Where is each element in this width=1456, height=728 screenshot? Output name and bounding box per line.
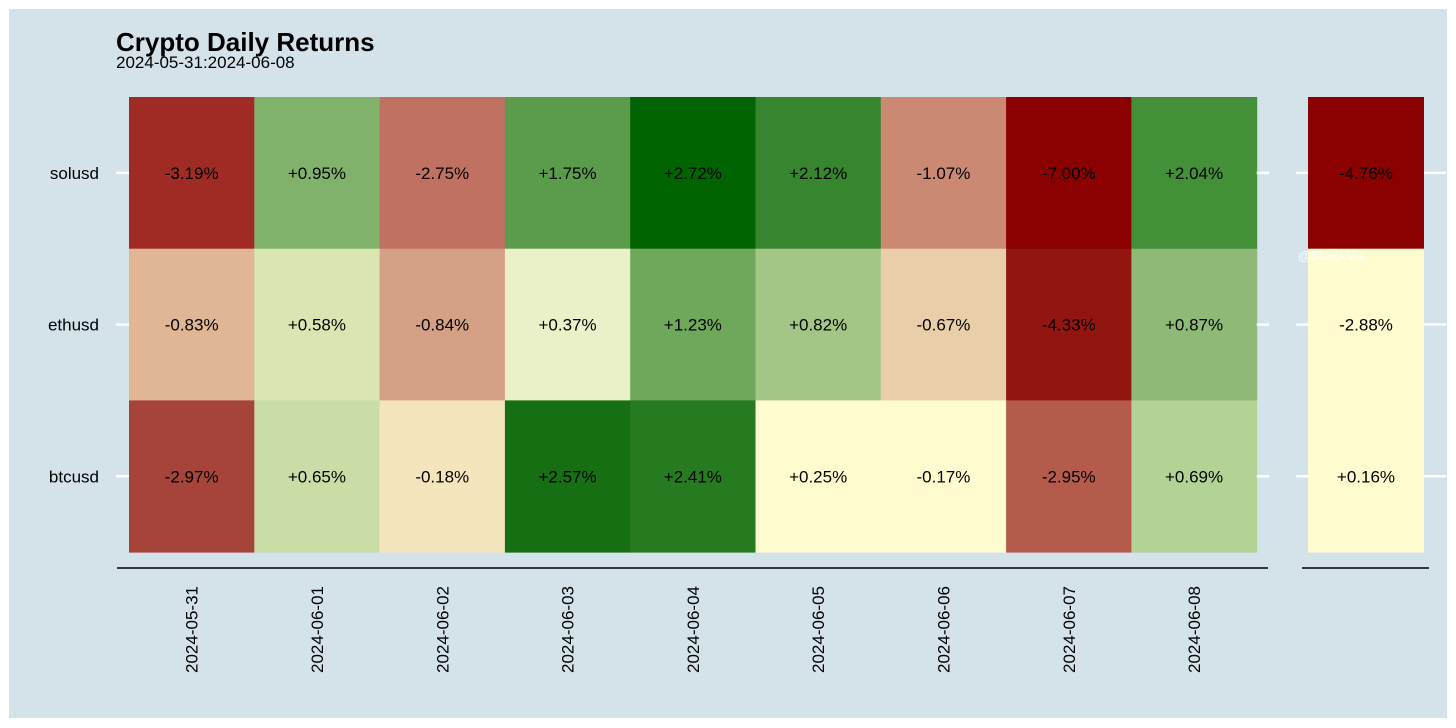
heatmap-cell xyxy=(504,248,631,401)
heatmap-cell xyxy=(630,248,756,401)
total-cell-label: -4.76% xyxy=(1339,164,1393,183)
heatmap-cell xyxy=(755,400,882,553)
heatmap-cell xyxy=(630,97,756,250)
heatmap-cell xyxy=(755,97,882,250)
cell-label: -0.17% xyxy=(917,467,971,486)
x-tick-label: 2024-06-04 xyxy=(684,586,703,673)
total-cell xyxy=(1308,248,1424,401)
cell-label: +0.58% xyxy=(288,316,346,335)
row-label: solusd xyxy=(50,164,99,183)
row-label: ethusd xyxy=(48,316,99,335)
heatmap-cell xyxy=(1006,97,1132,250)
heatmap-cell xyxy=(504,97,631,250)
cell-label: +0.69% xyxy=(1165,467,1223,486)
heatmap-cell xyxy=(880,248,1007,401)
heatmap-cell xyxy=(379,97,506,250)
total-cell xyxy=(1308,400,1424,553)
x-tick-label: 2024-06-08 xyxy=(1185,586,1204,673)
cell-label: -0.83% xyxy=(165,316,219,335)
heatmap-cell xyxy=(254,97,381,250)
cell-label: -7.00% xyxy=(1042,164,1096,183)
heatmap-cell xyxy=(1131,97,1258,250)
chart-subtitle: 2024-05-31:2024-06-08 xyxy=(116,53,295,72)
cell-label: -1.07% xyxy=(917,164,971,183)
x-tick-label: 2024-06-02 xyxy=(433,586,452,673)
heatmap-cell xyxy=(129,400,255,553)
cell-label: -0.18% xyxy=(415,467,469,486)
cell-label: +2.04% xyxy=(1165,164,1223,183)
heatmap-cell xyxy=(880,97,1007,250)
heatmap-cell xyxy=(504,400,631,553)
total-cell-label: -2.88% xyxy=(1339,316,1393,335)
cell-label: -2.97% xyxy=(165,467,219,486)
cell-label: +0.25% xyxy=(789,467,847,486)
heatmap-cell xyxy=(755,248,882,401)
heatmap-cell xyxy=(630,400,756,553)
cell-label: +0.37% xyxy=(538,316,596,335)
total-cell xyxy=(1308,97,1424,250)
x-tick-label: 2024-06-05 xyxy=(809,586,828,673)
chart-title: Crypto Daily Returns xyxy=(116,27,375,57)
cell-label: +0.82% xyxy=(789,316,847,335)
x-tick-label: 2024-06-07 xyxy=(1060,586,1079,673)
cell-label: -2.95% xyxy=(1042,467,1096,486)
cell-label: +2.72% xyxy=(664,164,722,183)
heatmap-cell xyxy=(1006,248,1132,401)
cell-label: -0.67% xyxy=(917,316,971,335)
cell-label: -3.19% xyxy=(165,164,219,183)
heatmap-cell xyxy=(129,248,255,401)
row-label: btcusd xyxy=(49,467,99,486)
heatmap-cell xyxy=(880,400,1007,553)
cell-label: +2.57% xyxy=(538,467,596,486)
cell-label: +0.65% xyxy=(288,467,346,486)
cell-label: -2.75% xyxy=(415,164,469,183)
heatmap-cell xyxy=(379,400,506,553)
total-cell-label: +0.16% xyxy=(1337,467,1395,486)
x-tick-label: 2024-06-06 xyxy=(934,586,953,673)
heatmap-cell xyxy=(1006,400,1132,553)
x-tick-label: 2024-06-01 xyxy=(308,586,327,673)
heatmap-cell xyxy=(1131,400,1258,553)
cell-label: +0.87% xyxy=(1165,316,1223,335)
watermark: @StockViz xyxy=(1298,248,1365,263)
cell-label: -0.84% xyxy=(415,316,469,335)
heatmap-cell xyxy=(254,248,381,401)
cell-label: +2.41% xyxy=(664,467,722,486)
cell-label: +0.95% xyxy=(288,164,346,183)
cell-label: +1.75% xyxy=(538,164,596,183)
heatmap-cell xyxy=(379,248,506,401)
cell-label: -4.33% xyxy=(1042,316,1096,335)
cell-label: +2.12% xyxy=(789,164,847,183)
x-tick-label: 2024-05-31 xyxy=(183,586,202,673)
x-tick-label: 2024-06-03 xyxy=(559,586,578,673)
heatmap-cell xyxy=(1131,248,1258,401)
heatmap-cell xyxy=(129,97,255,250)
cell-label: +1.23% xyxy=(664,316,722,335)
heatmap-cell xyxy=(254,400,381,553)
